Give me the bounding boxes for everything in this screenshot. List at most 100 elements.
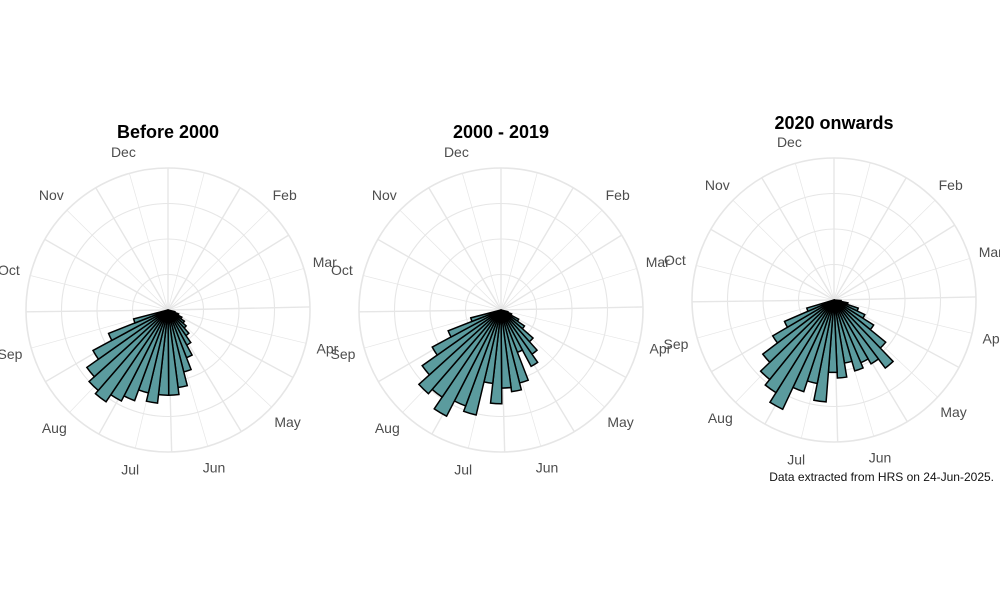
- rose-bar: [833, 299, 895, 370]
- chart-title: 2000 - 2019: [453, 122, 549, 142]
- month-label: Dec: [111, 144, 136, 160]
- grid-spoke-major: [377, 238, 502, 311]
- month-label: Aug: [42, 420, 67, 436]
- month-label: Oct: [0, 262, 20, 278]
- grid-spoke-minor: [167, 172, 205, 311]
- month-label: Nov: [372, 187, 397, 203]
- grid-spoke-minor: [500, 172, 538, 311]
- grid-spoke-minor: [129, 173, 169, 311]
- month-label: Aug: [708, 410, 733, 426]
- chart-title: 2020 onwards: [774, 113, 893, 133]
- grid-spoke-major: [44, 238, 169, 311]
- rose-bar: [85, 309, 169, 378]
- month-label: Jun: [203, 459, 226, 475]
- month-label: Sep: [0, 346, 23, 362]
- rose-bar: [833, 299, 880, 365]
- grid-spoke-minor: [833, 199, 936, 301]
- rose-bar: [500, 309, 539, 368]
- grid-spoke-major: [359, 309, 502, 313]
- grid-spoke-minor: [462, 173, 502, 311]
- grid-spoke-minor: [30, 275, 169, 311]
- grid-spoke-minor: [399, 209, 502, 311]
- month-label: Dec: [777, 134, 802, 150]
- rose-bar: [500, 309, 523, 393]
- grid-spoke-minor: [363, 275, 502, 311]
- grid-spoke-major: [167, 309, 294, 379]
- grid-spoke-major: [833, 177, 907, 301]
- grid-spoke-minor: [833, 258, 970, 301]
- month-label: Sep: [331, 346, 356, 362]
- rose-bar: [833, 299, 865, 372]
- month-label: Feb: [273, 187, 297, 203]
- month-label: Jul: [454, 462, 472, 478]
- rose-bar: [92, 309, 169, 361]
- rose-bar: [132, 309, 169, 324]
- month-label: Apr: [983, 331, 1000, 347]
- month-label: Jul: [121, 462, 139, 478]
- month-label: Feb: [939, 177, 963, 193]
- grid-spoke-major: [167, 306, 310, 311]
- rose-bar: [94, 309, 169, 403]
- month-label: May: [607, 414, 633, 430]
- rose-bar: [783, 299, 835, 329]
- rose-bar: [433, 309, 502, 418]
- grid-spoke-minor: [795, 163, 835, 301]
- grid-spoke-minor: [167, 309, 307, 344]
- month-label: Mar: [646, 254, 670, 270]
- grid-spoke-minor: [500, 209, 603, 311]
- grid-spoke-major: [833, 296, 976, 301]
- grid-spoke-major: [833, 224, 956, 301]
- month-label: Sep: [664, 336, 689, 352]
- month-label: Mar: [313, 254, 337, 270]
- rose-bar: [761, 299, 835, 364]
- grid-spoke-minor: [833, 299, 973, 334]
- month-label: Nov: [39, 187, 64, 203]
- grid-spoke-minor: [167, 209, 270, 311]
- month-label: Oct: [331, 262, 353, 278]
- month-label: Jun: [536, 459, 559, 475]
- rose-bar: [447, 309, 502, 338]
- month-label: Nov: [705, 177, 730, 193]
- grid-spoke-major: [692, 299, 835, 303]
- grid-spoke-major: [500, 234, 623, 311]
- grid-spoke-major: [761, 177, 835, 301]
- month-label: Feb: [606, 187, 630, 203]
- grid-spoke-minor: [167, 268, 304, 311]
- month-label: Mar: [979, 244, 1000, 260]
- rose-bar: [417, 309, 502, 395]
- chart-title: Before 2000: [117, 122, 219, 142]
- grid-spoke-major: [95, 187, 169, 311]
- grid-spoke-minor: [66, 209, 169, 311]
- rose-bar: [771, 299, 835, 345]
- month-label: Apr: [650, 341, 672, 357]
- grid-spoke-major: [167, 187, 241, 311]
- month-label: May: [940, 404, 966, 420]
- grid-spoke-minor: [833, 162, 871, 301]
- rose-bar: [759, 299, 835, 381]
- grid-spoke-minor: [732, 199, 835, 301]
- rose-bar: [431, 309, 502, 357]
- grid-spoke-major: [167, 234, 290, 311]
- month-label: Apr: [317, 341, 339, 357]
- rose-bar: [88, 309, 169, 392]
- grid-spoke-major: [26, 309, 169, 313]
- rose-chart-1: Feb Mar Apr May Jun Jul Aug Sep Oct Nov Dec Before …: [0, 122, 339, 478]
- month-label: May: [274, 414, 300, 430]
- data-source-caption: Data extracted from HRS on 24-Jun-2025.: [769, 470, 994, 484]
- grid-spoke-minor: [500, 309, 640, 344]
- grid-spoke-major: [500, 187, 574, 311]
- month-label: Oct: [664, 252, 686, 268]
- rose-bar: [421, 309, 502, 376]
- month-label: Dec: [444, 144, 469, 160]
- grid-spoke-major: [500, 309, 627, 379]
- grid-spoke-minor: [696, 265, 835, 301]
- grid-spoke-major: [428, 187, 502, 311]
- month-label: Aug: [375, 420, 400, 436]
- month-label: Jul: [787, 452, 805, 468]
- rose-bar: [107, 309, 169, 342]
- rose-bar: [768, 299, 835, 411]
- grid-spoke-major: [500, 306, 643, 311]
